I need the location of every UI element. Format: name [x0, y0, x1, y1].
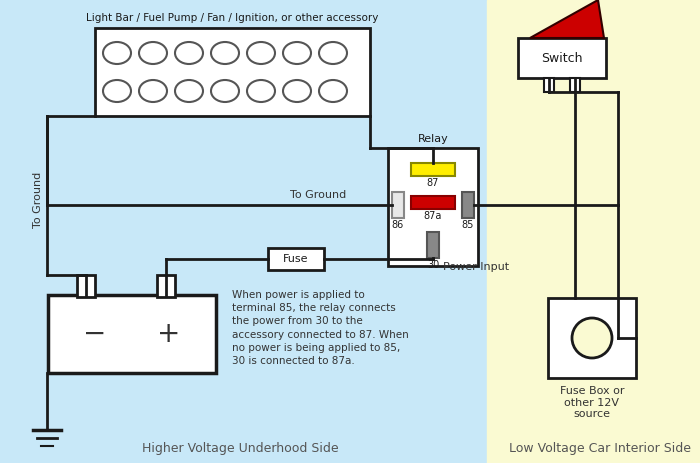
Bar [48, 295, 216, 373]
Bar [411, 163, 455, 176]
Ellipse shape [319, 42, 347, 64]
Bar [570, 78, 580, 92]
Text: Fuse: Fuse [284, 254, 309, 264]
Ellipse shape [211, 42, 239, 64]
Text: 87a: 87a [424, 211, 442, 221]
Text: Switch: Switch [541, 51, 582, 64]
Ellipse shape [247, 42, 275, 64]
Bar [427, 232, 439, 258]
Ellipse shape [175, 42, 203, 64]
Bar [268, 248, 324, 270]
Polygon shape [530, 0, 604, 38]
Text: +: + [158, 320, 181, 348]
Text: Low Voltage Car Interior Side: Low Voltage Car Interior Side [509, 442, 691, 455]
Ellipse shape [247, 80, 275, 102]
Ellipse shape [319, 80, 347, 102]
Bar [544, 78, 554, 92]
Text: Light Bar / Fuel Pump / Fan / Ignition, or other accessory: Light Bar / Fuel Pump / Fan / Ignition, … [86, 13, 379, 23]
Text: Higher Voltage Underhood Side: Higher Voltage Underhood Side [141, 442, 338, 455]
Ellipse shape [175, 80, 203, 102]
Bar [392, 192, 404, 218]
Ellipse shape [139, 42, 167, 64]
Bar [462, 192, 474, 218]
Bar [95, 28, 370, 116]
Text: When power is applied to
terminal 85, the relay connects
the power from 30 to th: When power is applied to terminal 85, th… [232, 290, 409, 366]
Text: 85: 85 [462, 220, 474, 230]
Text: To Ground: To Ground [33, 172, 43, 228]
Text: 30: 30 [427, 260, 439, 270]
Bar [411, 196, 455, 209]
Ellipse shape [103, 80, 131, 102]
Ellipse shape [283, 42, 311, 64]
Ellipse shape [211, 80, 239, 102]
Text: Power Input: Power Input [443, 262, 509, 272]
Text: 87: 87 [427, 178, 439, 188]
Bar [0, 0, 487, 463]
Text: To Ground: To Ground [290, 190, 346, 200]
Ellipse shape [103, 42, 131, 64]
Ellipse shape [139, 80, 167, 102]
Text: −: − [83, 320, 106, 348]
Bar [388, 148, 478, 266]
Text: Fuse Box or
other 12V
source: Fuse Box or other 12V source [560, 386, 624, 419]
Bar [157, 275, 175, 297]
Text: 86: 86 [392, 220, 404, 230]
Circle shape [572, 318, 612, 358]
Ellipse shape [283, 80, 311, 102]
Bar [77, 275, 95, 297]
Bar [548, 298, 636, 378]
Bar [518, 38, 606, 78]
Bar [487, 0, 700, 463]
Text: Relay: Relay [418, 134, 449, 144]
